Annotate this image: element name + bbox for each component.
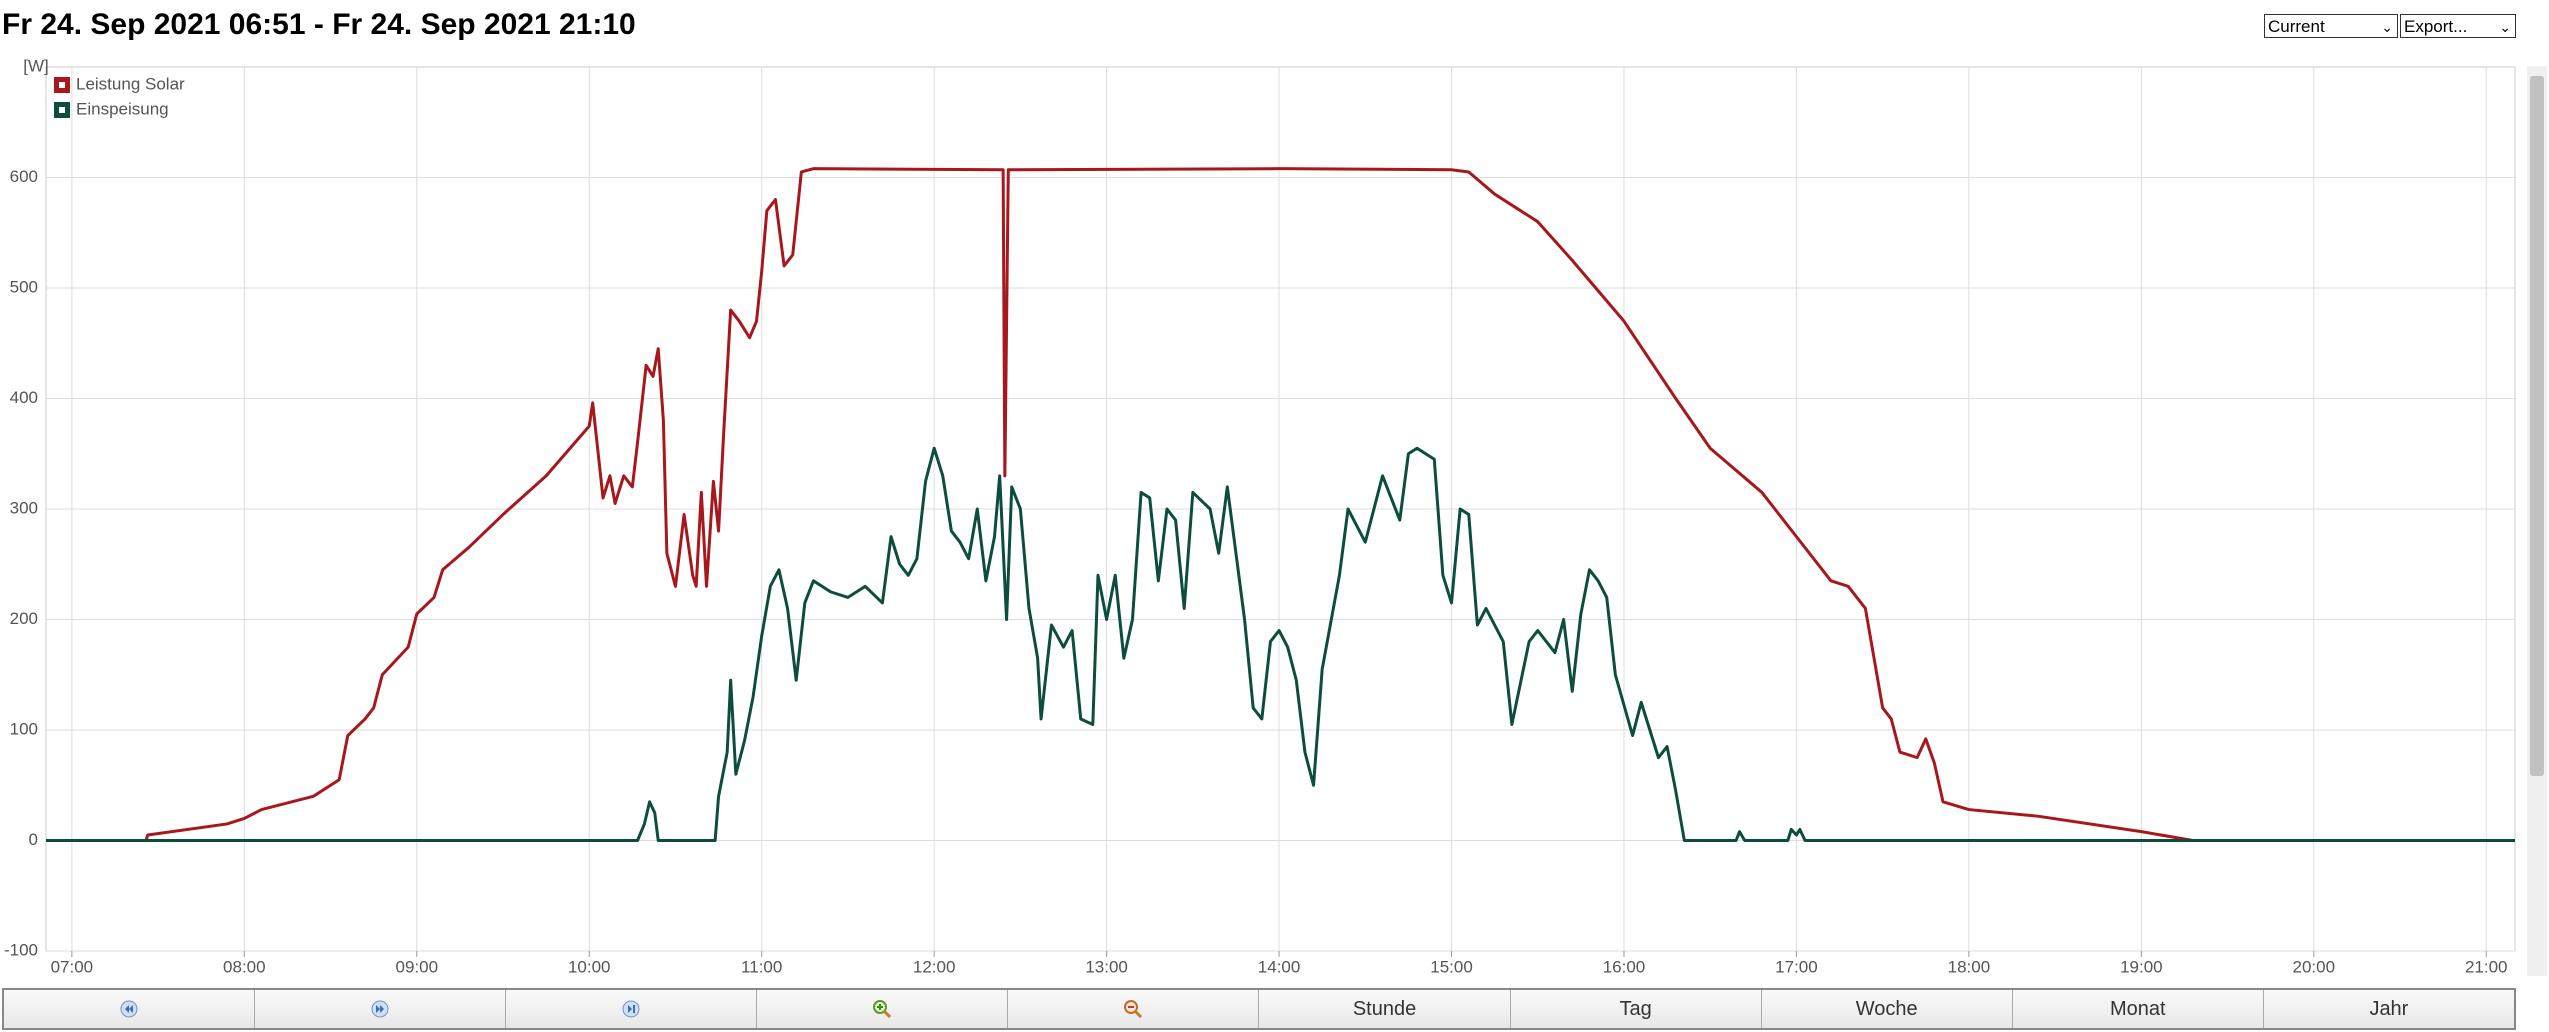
legend-label: Leistung Solar (76, 74, 185, 93)
x-tick-label: 14:00 (1258, 957, 1301, 976)
y-tick-label: 300 (10, 498, 38, 517)
period-select-text: Current (2268, 17, 2325, 36)
y-tick-label: 600 (10, 167, 38, 186)
legend-label: Einspeisung (76, 99, 169, 118)
x-tick-label: 20:00 (2293, 957, 2336, 976)
y-tick-label: 400 (10, 388, 38, 407)
x-tick-label: 10:00 (568, 957, 611, 976)
period-button[interactable]: Jahr (2369, 997, 2409, 1020)
zoom-in-button[interactable] (757, 990, 1009, 1028)
y-tick-label: 100 (10, 719, 38, 738)
x-tick-label: 09:00 (396, 957, 439, 976)
legend-swatch-inner (59, 107, 65, 113)
end-button[interactable] (506, 990, 758, 1028)
page-title: Fr 24. Sep 2021 06:51 - Fr 24. Sep 2021 … (2, 8, 636, 41)
y-axis-label: [W] (23, 56, 49, 75)
export-select[interactable]: Export... ⌄ (2400, 14, 2516, 38)
chart: -100 0 100 200 300 400 500 600 07:00 08:00 09:00 10… (4, 56, 2516, 976)
x-tick-label: 21:00 (2465, 957, 2508, 976)
period-button[interactable]: Stunde (1259, 990, 1511, 1028)
x-tick-label: 13:00 (1085, 957, 1128, 976)
zoom-out-button[interactable] (1008, 990, 1260, 1028)
caret: ⌄ (2499, 19, 2511, 35)
period-button[interactable]: Monat (2013, 990, 2264, 1028)
y-tick-label: 200 (10, 609, 38, 628)
x-tick-label: 07:00 (51, 957, 94, 976)
x-tick-label: 18:00 (1948, 957, 1991, 976)
x-tick-label: 12:00 (913, 957, 956, 976)
y-tick-label: 500 (10, 277, 38, 296)
series-line (46, 167, 2515, 842)
period-select[interactable]: Current ⌄ (2264, 14, 2398, 38)
scroll-thumb[interactable] (2530, 76, 2544, 776)
toolbar: Stunde Tag Woche Monat Jahr (2, 988, 2516, 1030)
x-tick-label: 16:00 (1603, 957, 1646, 976)
rewind-button[interactable] (4, 990, 256, 1028)
scrollbar[interactable] (2527, 66, 2547, 976)
legend-swatch-inner (59, 82, 65, 88)
period-button[interactable]: Woche (1762, 990, 2013, 1028)
y-tick-label: 0 (29, 830, 38, 849)
series-line (46, 446, 2515, 842)
y-tick-label: -100 (4, 940, 38, 959)
period-button[interactable]: Tag (1511, 990, 1762, 1028)
x-tick-label: 11:00 (741, 957, 782, 976)
x-tick-label: 08:00 (223, 957, 266, 976)
export-select-text: Export... (2404, 17, 2468, 36)
forward-button[interactable] (255, 990, 507, 1028)
x-tick-label: 17:00 (1775, 957, 1818, 976)
x-tick-label: 19:00 (2120, 957, 2163, 976)
caret: ⌄ (2381, 19, 2393, 35)
x-tick-label: 15:00 (1430, 957, 1473, 976)
